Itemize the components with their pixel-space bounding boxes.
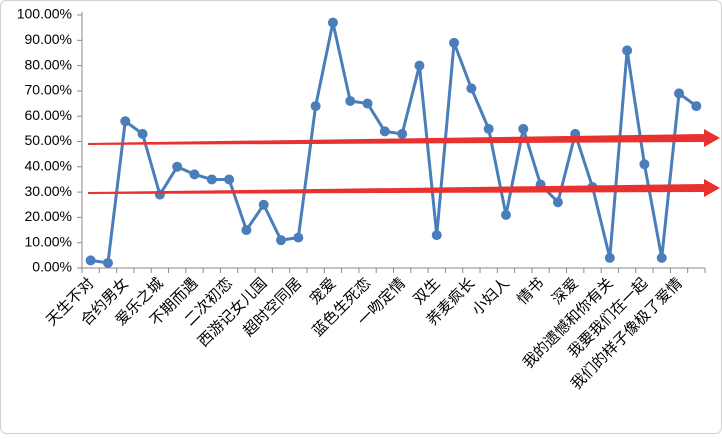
point bbox=[639, 159, 650, 170]
point bbox=[206, 174, 217, 185]
point bbox=[656, 252, 667, 263]
point bbox=[293, 232, 304, 243]
y-tick-label: 90.00% bbox=[25, 31, 72, 47]
point bbox=[397, 128, 408, 139]
point bbox=[85, 255, 96, 266]
point bbox=[258, 199, 269, 210]
point bbox=[137, 128, 148, 139]
y-tick-label: 80.00% bbox=[25, 56, 72, 72]
point bbox=[241, 225, 252, 236]
arrow bbox=[88, 179, 720, 197]
point bbox=[172, 161, 183, 172]
point bbox=[674, 88, 685, 99]
y-tick-label: 0.00% bbox=[32, 259, 72, 275]
point bbox=[120, 116, 131, 127]
point bbox=[276, 235, 287, 246]
point bbox=[622, 45, 633, 56]
point bbox=[552, 197, 563, 208]
point bbox=[466, 83, 477, 94]
point bbox=[362, 98, 373, 109]
y-tick-label: 50.00% bbox=[25, 132, 72, 148]
y-tick-label: 40.00% bbox=[25, 158, 72, 174]
y-tick-label: 30.00% bbox=[25, 183, 72, 199]
point bbox=[102, 257, 113, 268]
point bbox=[379, 126, 390, 137]
arrows bbox=[88, 129, 720, 197]
arrow bbox=[88, 129, 720, 147]
y-tick-label: 10.00% bbox=[25, 233, 72, 249]
y-tick-label: 20.00% bbox=[25, 208, 72, 224]
point bbox=[431, 230, 442, 241]
point bbox=[604, 252, 615, 263]
point bbox=[345, 96, 356, 107]
y-tick-label: 70.00% bbox=[25, 82, 72, 98]
point bbox=[483, 123, 494, 134]
point bbox=[189, 169, 200, 180]
point bbox=[449, 37, 460, 48]
point bbox=[691, 101, 702, 112]
point bbox=[518, 123, 529, 134]
y-tick-label: 60.00% bbox=[25, 107, 72, 123]
point bbox=[414, 60, 425, 71]
point bbox=[500, 209, 511, 220]
y-tick-label: 100.00% bbox=[17, 6, 72, 22]
point bbox=[224, 174, 235, 185]
point bbox=[310, 101, 321, 112]
point bbox=[327, 17, 338, 28]
